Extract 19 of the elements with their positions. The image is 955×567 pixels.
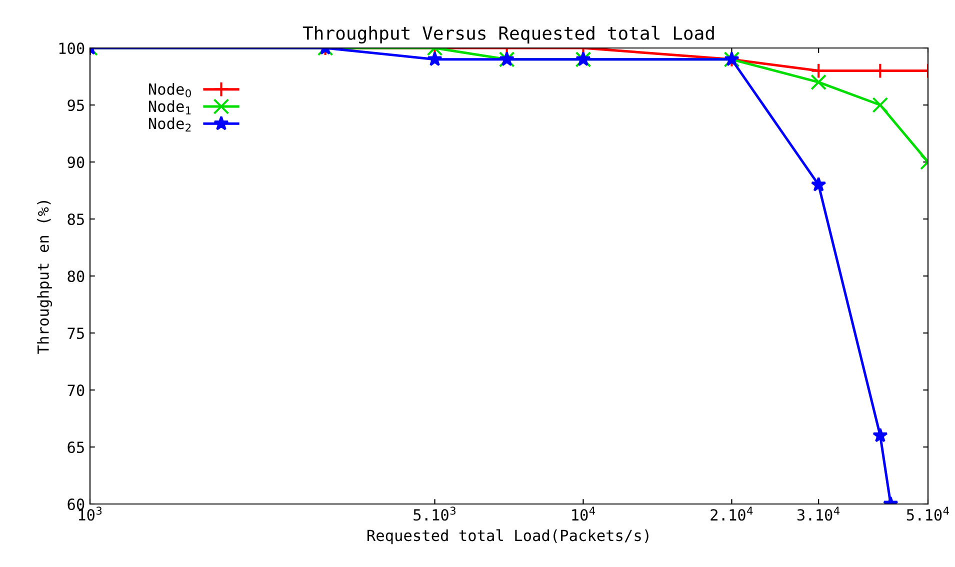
y-tick-label: 65 (68, 442, 84, 454)
y-tick-label: 95 (68, 100, 84, 112)
y-tick-label: 90 (68, 156, 84, 168)
x-tick-label: 5.10$^{4}$ (906, 506, 949, 521)
x-tick-label: 2.10$^{4}$ (710, 506, 753, 521)
legend-label: Node$_{1}$ (148, 100, 191, 114)
chart-title: Throughput Versus Requested total Load (302, 26, 714, 44)
y-tick-label: 75 (68, 328, 84, 340)
y-axis-title: Throughput en (%) (37, 200, 52, 354)
x-tick-label: 5.10$^{3}$ (414, 506, 456, 521)
x-tick-label: 3.10$^{4}$ (797, 506, 840, 521)
y-tick-label: 70 (68, 384, 84, 396)
y-tick-label: 80 (68, 270, 84, 282)
y-tick-label: 85 (68, 214, 84, 226)
y-tick-label: 100 (59, 42, 84, 54)
x-axis-title: Requested total Load(Packets/s) (368, 529, 648, 544)
x-tick-label: 10$^{4}$ (572, 506, 596, 521)
legend-label: Node$_{0}$ (148, 83, 191, 98)
legend-label: Node$_{2}$ (148, 117, 191, 132)
